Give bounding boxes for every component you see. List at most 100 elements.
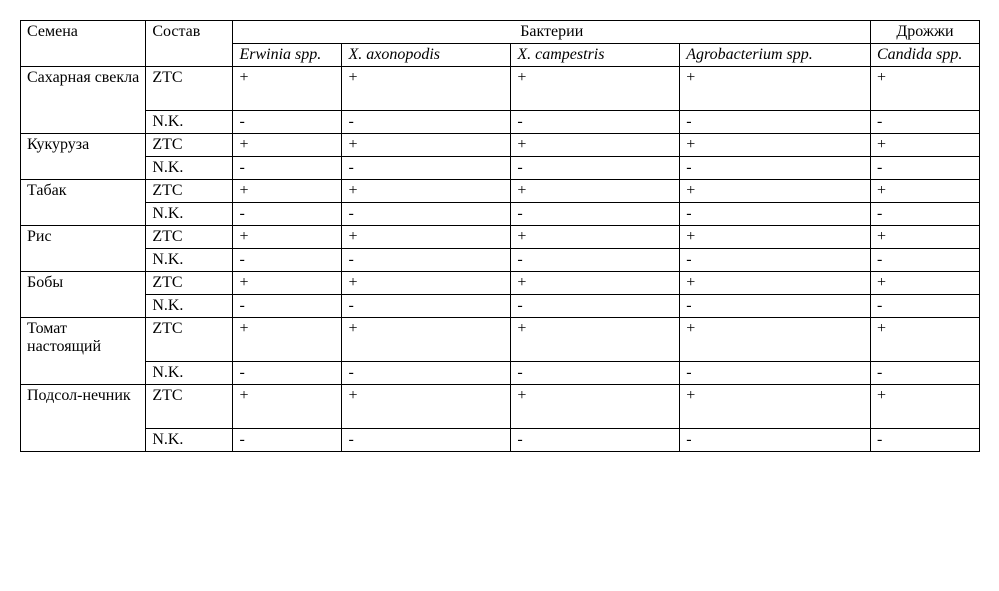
table-row: N.K. - - - - - [21,111,980,134]
data-cell: - [680,429,871,452]
header-xcampestris: X. campestris [511,44,680,67]
data-cell: - [680,249,871,272]
data-cell: - [511,111,680,134]
data-cell: + [233,272,342,295]
composition-cell: N.K. [146,203,233,226]
data-cell: + [233,318,342,362]
table-row: N.K. - - - - - [21,295,980,318]
composition-cell: ZTC [146,385,233,429]
seed-name: Подсол-нечник [21,385,146,452]
data-cell: + [342,180,511,203]
data-cell: + [870,180,979,203]
header-seeds: Семена [21,21,146,67]
seed-name: Сахарная свекла [21,67,146,134]
data-cell: + [680,385,871,429]
data-cell: + [870,272,979,295]
composition-cell: ZTC [146,67,233,111]
data-cell: - [511,295,680,318]
data-cell: + [233,385,342,429]
data-cell: - [511,249,680,272]
data-cell: + [233,226,342,249]
composition-cell: N.K. [146,249,233,272]
table-row: Подсол-нечник ZTC + + + + + [21,385,980,429]
data-cell: + [342,385,511,429]
seed-name: Табак [21,180,146,226]
composition-cell: N.K. [146,362,233,385]
data-cell: - [233,429,342,452]
data-cell: + [870,226,979,249]
data-cell: + [233,67,342,111]
data-cell: + [680,134,871,157]
header-bacteria-group: Бактерии [233,21,870,44]
header-yeast-group: Дрожжи [870,21,979,44]
composition-cell: ZTC [146,180,233,203]
composition-cell: ZTC [146,226,233,249]
data-cell: + [342,226,511,249]
table-row: N.K. - - - - - [21,157,980,180]
data-cell: - [233,295,342,318]
table-row: N.K. - - - - - [21,362,980,385]
data-cell: - [342,157,511,180]
data-cell: - [680,203,871,226]
data-cell: - [511,362,680,385]
data-cell: - [233,203,342,226]
table-row: N.K. - - - - - [21,203,980,226]
data-cell: - [870,295,979,318]
data-cell: - [511,157,680,180]
table-row: N.K. - - - - - [21,249,980,272]
bacteria-yeast-table: Семена Состав Бактерии Дрожжи Erwinia sp… [20,20,980,452]
data-cell: - [680,111,871,134]
composition-cell: N.K. [146,157,233,180]
data-cell: + [511,318,680,362]
data-cell: + [511,226,680,249]
data-cell: + [870,134,979,157]
table-row: Томат настоящий ZTC + + + + + [21,318,980,362]
composition-cell: N.K. [146,295,233,318]
data-cell: + [870,67,979,111]
composition-cell: ZTC [146,134,233,157]
data-cell: + [233,180,342,203]
data-cell: - [233,362,342,385]
data-cell: + [870,385,979,429]
composition-cell: ZTC [146,318,233,362]
data-cell: + [511,180,680,203]
table-row: Кукуруза ZTC + + + + + [21,134,980,157]
data-cell: - [870,203,979,226]
data-cell: + [342,134,511,157]
table-row: Бобы ZTC + + + + + [21,272,980,295]
table-row: Рис ZTC + + + + + [21,226,980,249]
data-cell: + [511,272,680,295]
data-cell: - [233,249,342,272]
data-cell: - [342,203,511,226]
header-xaxonopodis: X. axonopodis [342,44,511,67]
table-row: Табак ZTC + + + + + [21,180,980,203]
data-cell: - [342,249,511,272]
header-agrobacterium: Agrobacterium spp. [680,44,871,67]
header-candida: Candida spp. [870,44,979,67]
data-cell: + [680,180,871,203]
header-erwinia: Erwinia spp. [233,44,342,67]
table-row: Сахарная свекла ZTC + + + + + [21,67,980,111]
header-composition: Состав [146,21,233,67]
data-cell: + [680,272,871,295]
data-cell: - [342,111,511,134]
data-cell: - [870,362,979,385]
data-cell: - [870,429,979,452]
data-cell: - [680,362,871,385]
seed-name: Томат настоящий [21,318,146,385]
header-row-1: Семена Состав Бактерии Дрожжи [21,21,980,44]
data-cell: - [680,295,871,318]
data-cell: + [342,272,511,295]
data-cell: + [342,67,511,111]
data-cell: + [511,134,680,157]
composition-cell: ZTC [146,272,233,295]
data-cell: + [870,318,979,362]
data-cell: + [342,318,511,362]
data-cell: - [870,249,979,272]
data-cell: + [680,318,871,362]
seed-name: Рис [21,226,146,272]
data-cell: - [342,295,511,318]
data-cell: - [511,429,680,452]
data-cell: - [342,362,511,385]
data-cell: - [342,429,511,452]
